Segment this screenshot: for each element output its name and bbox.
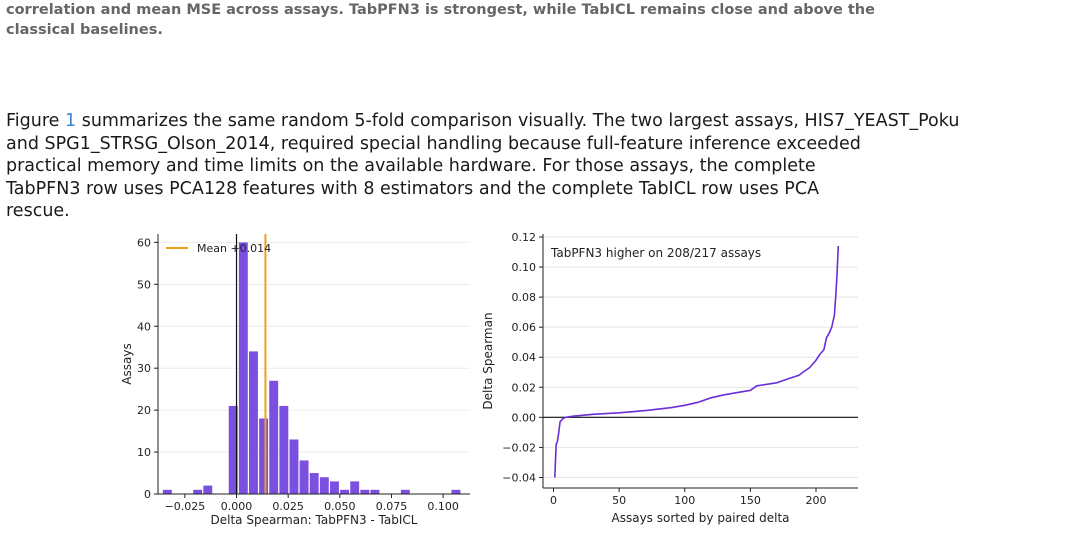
histogram-bar (299, 460, 309, 494)
histogram-bar (289, 439, 299, 494)
y-tick-label: 50 (137, 278, 151, 291)
y-tick-label: 40 (137, 320, 151, 333)
x-tick-label: 0.075 (376, 500, 408, 513)
histogram-bar (350, 481, 360, 494)
x-tick-label: 0.050 (324, 500, 356, 513)
x-tick-label: 0.000 (221, 500, 253, 513)
histogram-bar (162, 489, 172, 494)
histogram-bar (279, 405, 289, 494)
histogram-bar (319, 477, 329, 494)
paragraph-line-5: rescue. (6, 201, 70, 221)
histogram-bar (193, 489, 203, 494)
histogram-bar (238, 242, 248, 494)
y-tick-label: 30 (137, 362, 151, 375)
figure-caption: correlation and mean MSE across assays. … (6, 0, 1076, 40)
histogram-bar (329, 481, 339, 494)
y-tick-label: 60 (137, 236, 151, 249)
y-axis-label: Assays (120, 343, 134, 384)
caption-line-2: classical baselines. (6, 22, 163, 38)
paragraph-line-2: and SPG1_STRSG_Olson_2014, required spec… (6, 133, 861, 154)
x-tick-label: 0.100 (427, 500, 459, 513)
histogram-bar (203, 485, 213, 494)
x-tick-label: 0.025 (272, 500, 304, 513)
body-paragraph: Figure 1 summarizes the same random 5-fo… (6, 110, 1084, 223)
legend-mean-label: Mean +0.014 (197, 242, 271, 255)
histogram-bar (248, 351, 258, 494)
caption-line-1: correlation and mean MSE across assays. … (6, 2, 875, 18)
y-tick-label: 10 (137, 446, 151, 459)
histogram-bar (370, 489, 380, 494)
histogram-bar (269, 380, 279, 494)
figure-reference-link[interactable]: 1 (65, 111, 77, 131)
y-tick-label: 0 (144, 488, 151, 501)
x-axis-label: Delta Spearman: TabPFN3 - TabICL (211, 513, 418, 527)
histogram-bar (259, 418, 269, 494)
x-tick-label: −0.025 (165, 500, 206, 513)
histogram-bar (400, 489, 410, 494)
histogram-bar (228, 405, 238, 494)
histogram-bar (340, 489, 350, 494)
paragraph-figure-word: Figure (6, 111, 65, 131)
histogram-bar (360, 489, 370, 494)
paragraph-line-1: Figure 1 summarizes the same random 5-fo… (6, 110, 1084, 133)
paragraph-line-1-text: summarizes the same random 5-fold compar… (76, 111, 960, 131)
histogram-bar (309, 473, 319, 494)
histogram-bar (451, 489, 461, 494)
y-tick-label: 20 (137, 404, 151, 417)
paragraph-line-3: practical memory and time limits on the … (6, 156, 816, 176)
paragraph-line-4: TabPFN3 row uses PCA128 features with 8 … (6, 178, 820, 199)
